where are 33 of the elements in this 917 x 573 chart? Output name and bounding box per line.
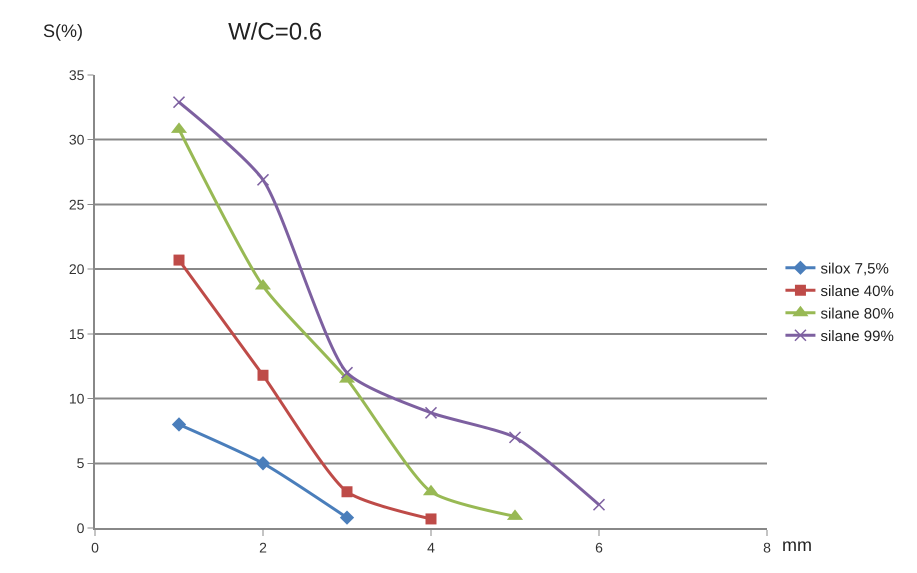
point: [258, 370, 268, 381]
point: [172, 417, 186, 432]
x-tick-label: 0: [91, 540, 100, 556]
point: [256, 456, 270, 470]
legend-label: silane 99%: [820, 328, 894, 346]
point: [426, 513, 436, 524]
y-tick-label: 0: [76, 520, 85, 536]
y-tick-label: 10: [68, 390, 85, 406]
x-tick-label: 6: [595, 540, 604, 556]
legend-label: silox 7,5%: [820, 260, 889, 278]
point: [342, 486, 352, 498]
x-tick-label: 8: [763, 540, 772, 556]
y-tick-label: 25: [68, 196, 85, 212]
point: [508, 431, 522, 444]
chart-title: W/C=0.6: [228, 18, 322, 46]
point: [592, 498, 606, 511]
y-tick-label: 15: [68, 326, 85, 342]
x-axis-title: mm: [782, 535, 812, 555]
point: [340, 510, 354, 525]
point: [256, 174, 270, 186]
point: [172, 96, 186, 108]
legend-label: silane 40%: [820, 283, 894, 300]
point: [174, 254, 184, 266]
point: [424, 406, 438, 420]
y-tick-label: 30: [68, 132, 85, 148]
x-tick-label: 4: [427, 540, 436, 556]
legend-label: silane 80%: [820, 306, 894, 323]
y-axis-title: S(%): [43, 21, 83, 41]
y-tick-label: 5: [76, 455, 85, 472]
point: [340, 366, 354, 379]
y-tick-label: 20: [68, 261, 85, 278]
y-tick-label: 35: [68, 66, 85, 83]
x-tick-label: 2: [259, 540, 268, 556]
